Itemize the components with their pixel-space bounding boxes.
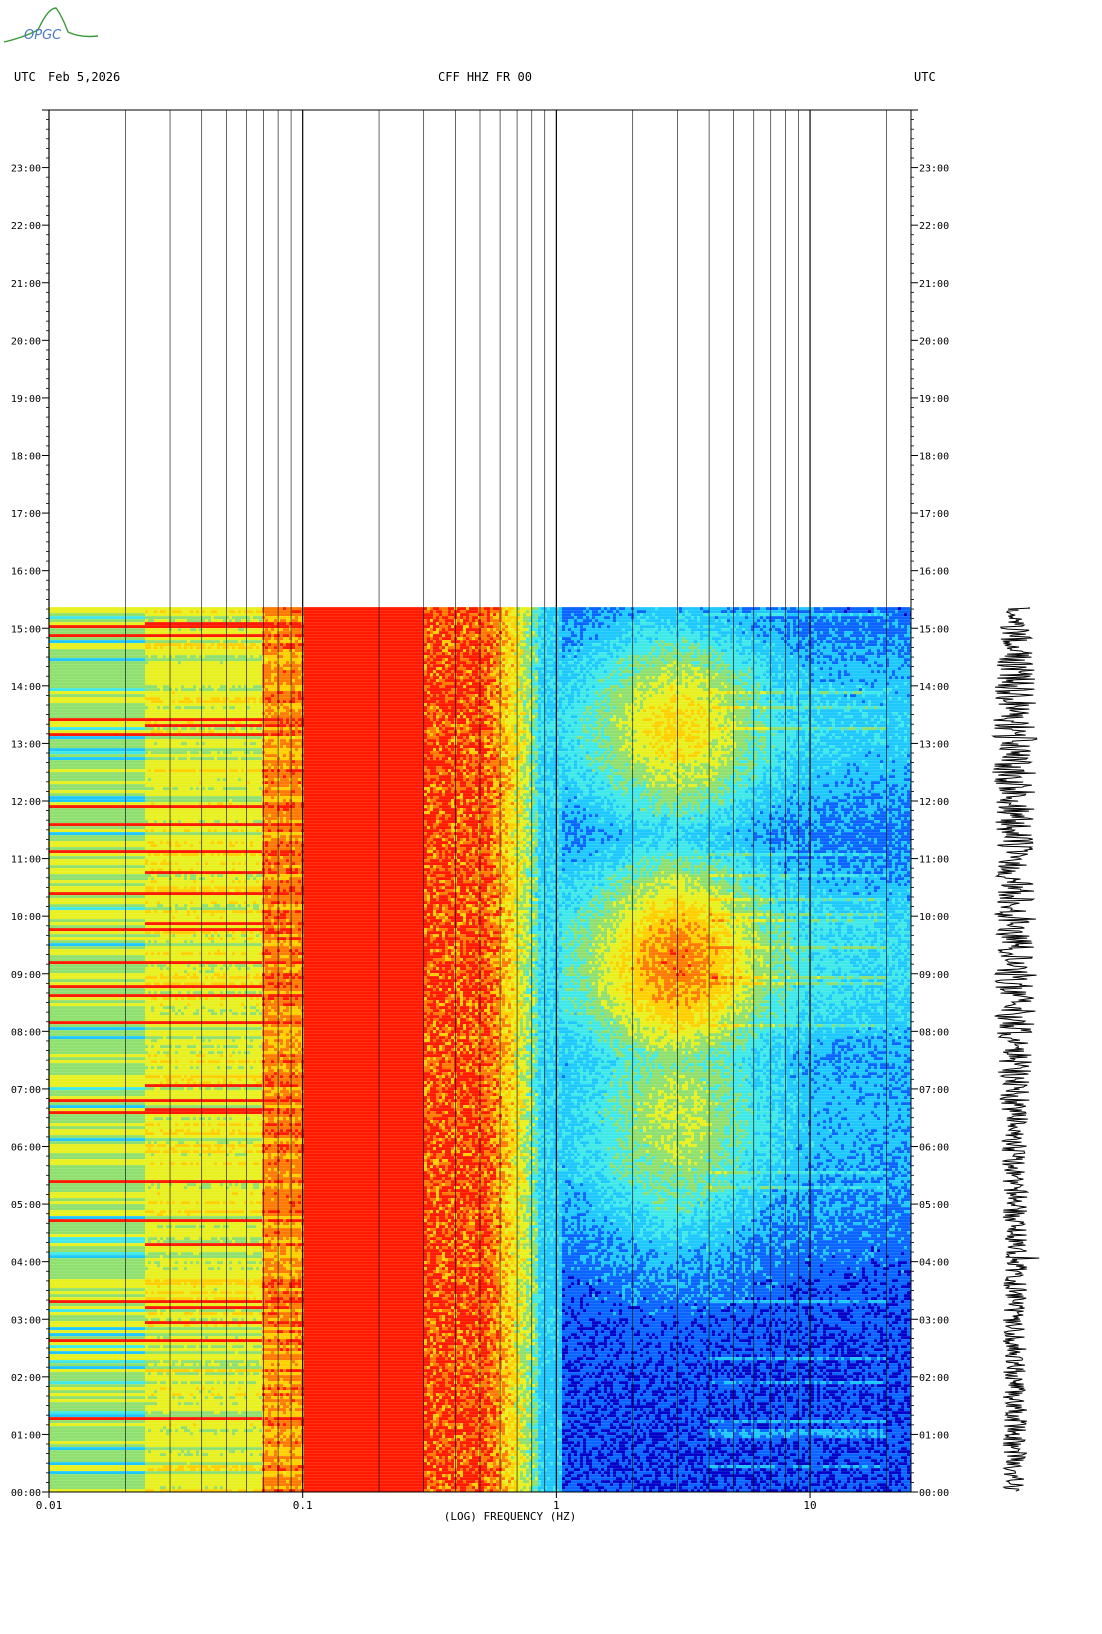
y-tick-label-left: 17:00 [11,509,41,520]
y-tick-label-left: 19:00 [11,394,41,405]
y-tick-label-right: 21:00 [919,279,949,290]
y-tick-label-right: 08:00 [919,1027,949,1038]
y-tick-label-right: 17:00 [919,509,949,520]
y-tick-label-left: 07:00 [11,1085,41,1096]
y-tick-label-left: 10:00 [11,912,41,923]
y-tick-label-left: 12:00 [11,797,41,808]
y-tick-label-right: 04:00 [919,1258,949,1269]
y-tick-label-left: 06:00 [11,1143,41,1154]
y-tick-label-left: 18:00 [11,452,41,463]
y-tick-label-right: 22:00 [919,221,949,232]
x-tick-label: 0.01 [36,1499,63,1512]
y-tick-label-left: 09:00 [11,970,41,981]
y-tick-label-right: 20:00 [919,336,949,347]
seismogram-trace [992,607,1039,1491]
y-tick-label-left: 13:00 [11,739,41,750]
y-tick-label-right: 02:00 [919,1373,949,1384]
y-tick-label-left: 08:00 [11,1027,41,1038]
y-tick-label-left: 20:00 [11,336,41,347]
y-tick-label-right: 01:00 [919,1430,949,1441]
x-axis-label: (LOG) FREQUENCY (HZ) [444,1510,576,1523]
y-tick-label-right: 19:00 [919,394,949,405]
y-tick-label-left: 03:00 [11,1315,41,1326]
y-tick-label-right: 00:00 [919,1488,949,1499]
y-tick-label-left: 11:00 [11,855,41,866]
y-tick-label-left: 00:00 [11,1488,41,1499]
x-tick-label: 10 [803,1499,816,1512]
y-tick-label-left: 15:00 [11,624,41,635]
y-tick-label-left: 01:00 [11,1430,41,1441]
y-tick-label-left: 23:00 [11,164,41,175]
y-tick-label-right: 03:00 [919,1315,949,1326]
y-tick-label-left: 14:00 [11,682,41,693]
y-tick-label-left: 16:00 [11,567,41,578]
y-tick-label-right: 07:00 [919,1085,949,1096]
y-tick-label-left: 05:00 [11,1200,41,1211]
y-tick-label-right: 14:00 [919,682,949,693]
y-tick-label-right: 16:00 [919,567,949,578]
x-tick-label: 0.1 [293,1499,313,1512]
y-tick-label-right: 12:00 [919,797,949,808]
y-tick-label-right: 11:00 [919,855,949,866]
y-tick-label-left: 04:00 [11,1258,41,1269]
y-tick-label-left: 22:00 [11,221,41,232]
y-tick-label-right: 15:00 [919,624,949,635]
y-tick-label-right: 18:00 [919,452,949,463]
y-tick-label-right: 06:00 [919,1143,949,1154]
y-tick-label-right: 10:00 [919,912,949,923]
y-tick-label-left: 02:00 [11,1373,41,1384]
y-tick-label-right: 13:00 [919,739,949,750]
y-tick-label-left: 21:00 [11,279,41,290]
y-tick-label-right: 05:00 [919,1200,949,1211]
y-tick-label-right: 23:00 [919,164,949,175]
y-tick-label-right: 09:00 [919,970,949,981]
